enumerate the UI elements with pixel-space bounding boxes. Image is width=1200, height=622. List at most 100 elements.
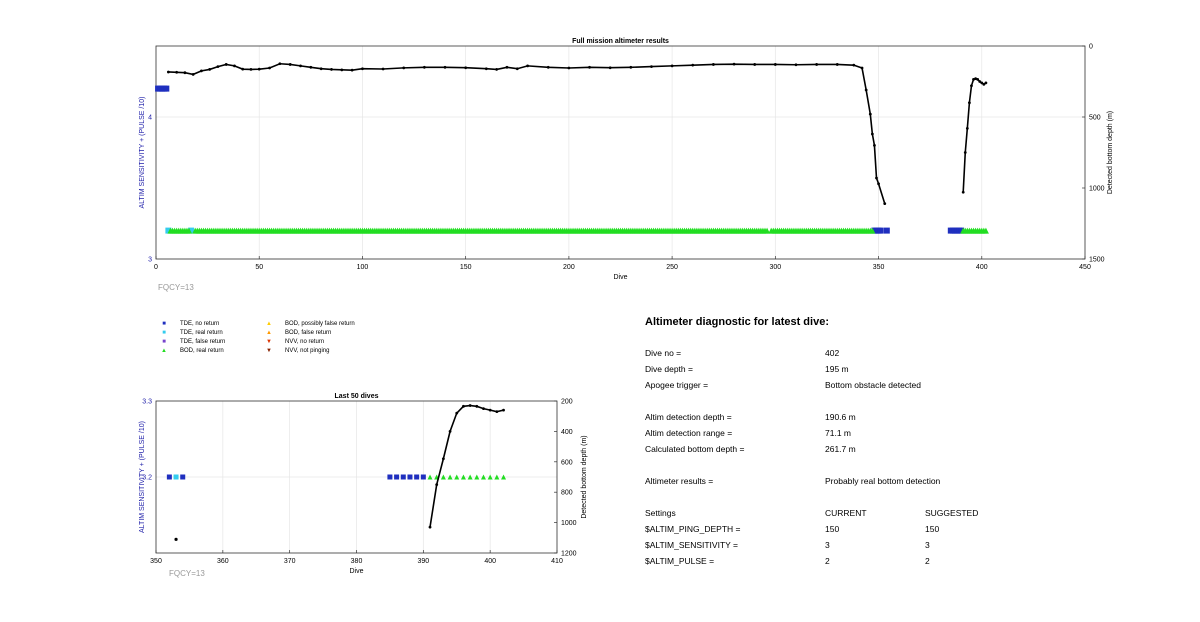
legend-label: TDE, no return — [180, 321, 220, 327]
depth-point — [200, 69, 203, 73]
y2-tick-label: 1000 — [561, 520, 577, 527]
depth-point — [588, 65, 591, 69]
legend-symbol: ■ — [162, 330, 166, 336]
depth-point — [166, 70, 170, 74]
depth-point — [462, 404, 465, 408]
depth-point — [970, 84, 973, 88]
depth-point — [860, 66, 864, 70]
depth-point — [484, 67, 488, 71]
chart-title: Full mission altimeter results — [572, 38, 669, 45]
legend-item: ▼ NVV, not pinging — [265, 347, 329, 356]
depth-point — [670, 64, 674, 68]
settings-label: Settings — [645, 508, 676, 518]
diagnostic-panel: Altimeter diagnostic for latest dive: Di… — [645, 312, 1185, 582]
x-tick-label: 150 — [460, 264, 472, 271]
triangle-marker — [474, 474, 480, 480]
depth-point — [208, 68, 212, 71]
depth-point — [183, 71, 187, 75]
diag-label: Altim detection depth = — [645, 412, 732, 422]
full-mission-chart: 0 50 100 150 200 250 300 350 400 450 3 4 0 500 1000 150… — [139, 38, 1114, 292]
x-tick-label: 390 — [417, 558, 429, 565]
diag-value: 71.1 m — [825, 428, 851, 438]
depth-point — [299, 64, 302, 68]
diag-value: Bottom obstacle detected — [825, 380, 921, 390]
setting-suggested: 2 — [925, 556, 930, 566]
depth-point — [428, 525, 432, 529]
series-tde-real-return — [173, 474, 179, 480]
depth-point — [288, 63, 292, 66]
square-marker — [163, 85, 170, 92]
depth-point — [650, 65, 653, 68]
depth-point — [505, 65, 509, 69]
x-tick-label: 350 — [873, 264, 885, 271]
triangle-marker — [186, 227, 193, 234]
x-tick-label: 400 — [976, 264, 988, 271]
depth-point — [883, 202, 887, 206]
depth-point — [441, 457, 445, 461]
series-bod-real-return — [427, 474, 507, 480]
legend-symbol: ■ — [162, 339, 166, 345]
square-marker — [173, 474, 179, 480]
square-marker — [400, 474, 406, 480]
x-tick-label: 380 — [351, 558, 363, 565]
depth-point — [732, 62, 736, 66]
depth-point — [350, 68, 354, 72]
depth-line — [168, 62, 987, 204]
depth-point — [435, 483, 439, 486]
triangle-marker — [764, 227, 771, 234]
series-detected-bottom-depth-isolated- — [174, 537, 178, 541]
series-tde-real-return — [165, 227, 195, 234]
depth-point — [309, 65, 313, 69]
legend-label: TDE, real return — [180, 330, 223, 336]
setting-label: $ALTIM_PULSE = — [645, 556, 715, 566]
triangle-marker — [480, 474, 486, 480]
square-marker — [165, 227, 172, 234]
depth-point — [482, 407, 485, 410]
x-tick-label: 410 — [551, 558, 563, 565]
depth-point — [224, 63, 228, 66]
legend-label: NVV, not pinging — [285, 348, 330, 354]
depth-point — [443, 65, 447, 69]
square-marker — [883, 227, 890, 234]
settings-current-header: CURRENT — [825, 508, 867, 518]
square-marker — [387, 474, 393, 480]
depth-point — [330, 68, 333, 71]
depth-point — [216, 65, 220, 68]
y2-tick-label: 1500 — [1089, 257, 1105, 264]
depth-point — [712, 63, 715, 66]
triangle-marker — [487, 474, 493, 480]
legend-symbol: ▼ — [266, 339, 272, 345]
setting-label: $ALTIM_SENSITIVITY = — [645, 540, 738, 550]
triangle-marker — [447, 474, 453, 480]
x-tick-label: 100 — [357, 264, 369, 271]
triangle-marker — [501, 474, 507, 480]
y-tick-label: 3 — [148, 257, 152, 264]
diag-value: 261.7 m — [825, 444, 856, 454]
diagnostic-title: Altimeter diagnostic for latest dive: — [645, 316, 829, 328]
y-tick-label: 3.2 — [142, 475, 152, 482]
depth-point — [864, 88, 868, 92]
diag-value: 402 — [825, 348, 840, 358]
legend-symbol: ▼ — [266, 348, 272, 354]
setting-current: 3 — [825, 540, 830, 550]
depth-point — [852, 63, 856, 67]
y2-tick-label: 0 — [1089, 44, 1093, 51]
depth-point — [174, 537, 178, 541]
depth-point — [629, 65, 633, 69]
square-marker — [407, 474, 413, 480]
depth-point — [526, 64, 529, 68]
depth-point — [961, 190, 965, 194]
legend: ■ TDE, no return ■ TDE, real return ■ TDE, fa… — [155, 320, 415, 362]
depth-point — [567, 66, 571, 70]
legend-symbol: ■ — [162, 321, 166, 327]
legend-label: NVV, no return — [285, 339, 325, 345]
depth-point — [268, 66, 271, 70]
depth-point — [257, 67, 261, 71]
depth-point — [608, 66, 612, 70]
depth-point — [381, 67, 385, 71]
depth-point — [815, 63, 819, 66]
square-marker — [166, 474, 172, 480]
depth-point — [963, 151, 967, 154]
y-axis-label: ALTIM SENSITIVITY + (PULSE /10) — [139, 97, 146, 209]
